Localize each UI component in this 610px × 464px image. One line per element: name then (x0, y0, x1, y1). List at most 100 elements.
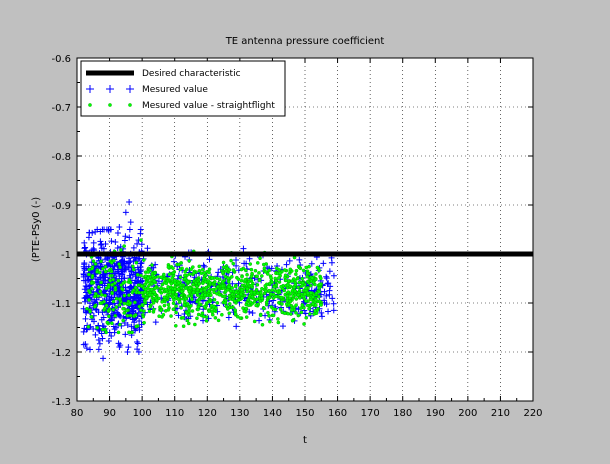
x-tick-label: 200 (458, 408, 477, 419)
mesured-value-point (155, 278, 162, 285)
straightflight-point (298, 296, 302, 300)
y-tick-label: -1.2 (51, 348, 71, 359)
straightflight-point (274, 266, 279, 271)
straightflight-point (241, 306, 245, 310)
mesured-value-point (126, 199, 133, 206)
straightflight-point (301, 268, 306, 273)
mesured-value-point (329, 295, 336, 302)
straightflight-point (187, 294, 191, 298)
straightflight-point (313, 308, 317, 313)
mesured-value-point (138, 321, 145, 328)
straightflight-point (169, 281, 174, 286)
straightflight-point (309, 291, 313, 295)
straightflight-point (244, 306, 248, 311)
mesured-value-point (108, 332, 115, 339)
straightflight-point (204, 319, 209, 323)
straightflight-point (300, 283, 305, 288)
straightflight-point (207, 270, 211, 275)
mesured-value-point (324, 280, 331, 287)
straightflight-point (174, 304, 178, 308)
straightflight-point (291, 294, 296, 298)
mesured-value-point (90, 245, 97, 252)
mesured-value-point (112, 239, 119, 246)
straightflight-point (96, 294, 100, 298)
straightflight-point (146, 270, 151, 274)
straightflight-point (248, 278, 253, 282)
straightflight-point (233, 312, 238, 316)
legend-label-desired: Desired characteristic (142, 69, 241, 79)
straightflight-point (197, 264, 202, 269)
mesured-value-point (138, 241, 145, 248)
straightflight-point (270, 280, 274, 285)
straightflight-point (200, 293, 204, 298)
x-tick-label: 90 (103, 408, 116, 419)
straightflight-point (110, 282, 114, 287)
straightflight-point (217, 292, 222, 297)
straightflight-point (87, 267, 91, 272)
straightflight-point (252, 290, 257, 295)
straightflight-point (302, 322, 306, 326)
mesured-value-point (108, 238, 115, 245)
mesured-value-point (107, 316, 114, 323)
straightflight-point (107, 268, 111, 273)
mesured-value-point (206, 256, 213, 263)
straightflight-point (148, 305, 152, 309)
straightflight-point (220, 280, 225, 284)
mesured-value-point (328, 259, 335, 266)
mesured-value-point (136, 318, 143, 325)
straightflight-point (231, 268, 236, 272)
mesured-value-point (256, 317, 263, 324)
mesured-value-point (117, 342, 124, 349)
mesured-value-point (137, 264, 144, 271)
mesured-value-point (82, 315, 89, 322)
straightflight-point (305, 274, 310, 279)
straightflight-point (192, 287, 196, 292)
straightflight-point (282, 311, 287, 316)
straightflight-point (262, 306, 266, 311)
straightflight-point (231, 261, 236, 266)
straightflight-point (304, 265, 309, 270)
straightflight-point (314, 303, 318, 307)
mesured-value-point (92, 331, 99, 338)
straightflight-point (116, 330, 121, 335)
straightflight-point (152, 290, 157, 294)
mesured-value-point (90, 239, 97, 246)
mesured-value-point (95, 337, 102, 344)
straightflight-point (93, 304, 97, 309)
straightflight-point (134, 324, 139, 329)
straightflight-point (119, 248, 123, 252)
straightflight-point (191, 271, 196, 275)
straightflight-point (104, 330, 108, 335)
straightflight-point (311, 301, 315, 306)
straightflight-point (103, 306, 107, 311)
straightflight-point (239, 292, 243, 297)
straightflight-point (277, 280, 282, 284)
mesured-value-point (132, 327, 139, 334)
straightflight-point (240, 296, 244, 300)
mesured-value-point (86, 229, 93, 236)
mesured-value-point (103, 226, 110, 233)
legend-plus-marker (126, 85, 134, 93)
straightflight-point (99, 259, 103, 264)
straightflight-point (93, 262, 98, 266)
mesured-value-point (330, 307, 337, 314)
straightflight-point (172, 298, 176, 302)
straightflight-point (166, 302, 171, 307)
straightflight-point (293, 289, 298, 293)
mesured-value-point (98, 330, 105, 337)
straightflight-point (114, 305, 119, 309)
straightflight-point (162, 295, 167, 300)
mesured-value-point (122, 233, 129, 240)
straightflight-point (249, 290, 254, 295)
straightflight-point (127, 330, 131, 335)
straightflight-point (187, 259, 191, 263)
mesured-value-point (86, 282, 93, 289)
mesured-value-point (323, 275, 330, 282)
straightflight-point (122, 311, 127, 315)
straightflight-point (253, 268, 258, 273)
straightflight-point (127, 293, 131, 298)
straightflight-point (229, 305, 234, 310)
mesured-value-point (319, 313, 326, 320)
straightflight-point (183, 269, 187, 274)
